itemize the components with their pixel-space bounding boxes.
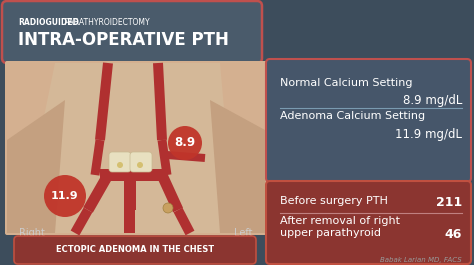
Polygon shape bbox=[83, 172, 113, 213]
Polygon shape bbox=[125, 210, 136, 233]
Polygon shape bbox=[210, 100, 265, 233]
FancyBboxPatch shape bbox=[109, 152, 131, 172]
Polygon shape bbox=[173, 208, 194, 235]
Text: 211: 211 bbox=[436, 196, 462, 209]
Polygon shape bbox=[91, 139, 104, 176]
FancyBboxPatch shape bbox=[5, 61, 267, 235]
Text: PARATHYROIDECTOMY: PARATHYROIDECTOMY bbox=[62, 18, 150, 27]
Polygon shape bbox=[124, 175, 136, 210]
Text: 8.9: 8.9 bbox=[174, 136, 196, 149]
Polygon shape bbox=[157, 139, 172, 176]
Polygon shape bbox=[157, 173, 183, 212]
FancyBboxPatch shape bbox=[2, 1, 262, 63]
Polygon shape bbox=[153, 63, 167, 140]
Polygon shape bbox=[100, 169, 165, 181]
Polygon shape bbox=[95, 63, 113, 140]
Text: Normal Calcium Setting: Normal Calcium Setting bbox=[280, 78, 412, 88]
Polygon shape bbox=[7, 100, 65, 233]
FancyBboxPatch shape bbox=[130, 152, 152, 172]
Text: 46: 46 bbox=[445, 228, 462, 241]
Text: RADIOGUIDED: RADIOGUIDED bbox=[18, 18, 79, 27]
Text: 8.9 mg/dL: 8.9 mg/dL bbox=[402, 94, 462, 107]
FancyBboxPatch shape bbox=[14, 236, 256, 264]
Polygon shape bbox=[167, 151, 205, 162]
Text: Before surgery PTH: Before surgery PTH bbox=[280, 196, 388, 206]
Text: ECTOPIC ADENOMA IN THE CHEST: ECTOPIC ADENOMA IN THE CHEST bbox=[56, 245, 214, 254]
Text: Left: Left bbox=[235, 228, 253, 238]
Polygon shape bbox=[71, 207, 92, 236]
FancyBboxPatch shape bbox=[266, 181, 471, 264]
Text: Adenoma Calcium Setting: Adenoma Calcium Setting bbox=[280, 111, 425, 121]
Text: 11.9: 11.9 bbox=[51, 191, 79, 201]
Circle shape bbox=[44, 175, 86, 217]
Text: 11.9 mg/dL: 11.9 mg/dL bbox=[395, 128, 462, 141]
Text: After removal of right: After removal of right bbox=[280, 216, 400, 226]
Circle shape bbox=[137, 162, 143, 168]
Circle shape bbox=[117, 162, 123, 168]
Text: upper parathyroid: upper parathyroid bbox=[280, 228, 381, 238]
Text: Right: Right bbox=[19, 228, 45, 238]
Text: INTRA-OPERATIVE PTH: INTRA-OPERATIVE PTH bbox=[18, 31, 229, 49]
Polygon shape bbox=[20, 63, 235, 233]
Text: Babak Larian MD, FACS: Babak Larian MD, FACS bbox=[380, 257, 462, 263]
FancyBboxPatch shape bbox=[266, 59, 471, 182]
Circle shape bbox=[168, 126, 202, 160]
Circle shape bbox=[163, 203, 173, 213]
